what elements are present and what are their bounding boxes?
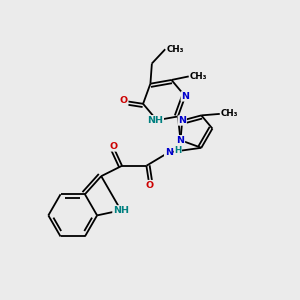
Text: N: N [165, 148, 173, 157]
Text: NH: NH [147, 116, 164, 125]
Text: CH₃: CH₃ [220, 110, 238, 118]
Text: O: O [109, 142, 117, 151]
Text: N: N [181, 92, 189, 101]
Text: CH₃: CH₃ [190, 72, 207, 81]
Text: O: O [145, 181, 153, 190]
Text: H: H [174, 146, 182, 155]
Text: CH₃: CH₃ [166, 45, 184, 54]
Text: O: O [120, 96, 128, 105]
Text: N: N [178, 116, 186, 125]
Text: N: N [176, 136, 184, 145]
Text: NH: NH [113, 206, 129, 215]
